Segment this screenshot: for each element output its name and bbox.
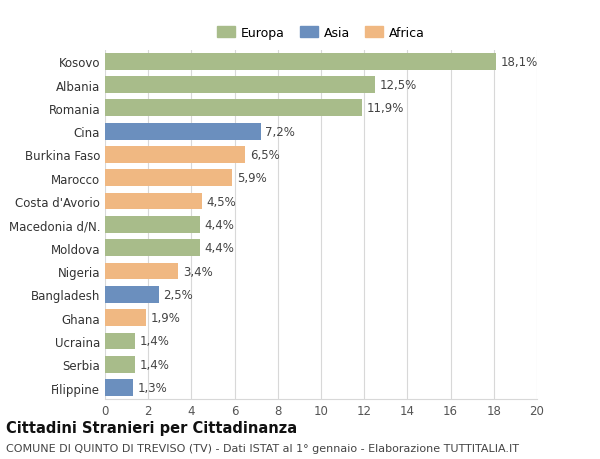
Text: 12,5%: 12,5% <box>379 79 416 92</box>
Text: 2,5%: 2,5% <box>163 288 193 301</box>
Bar <box>105 123 260 140</box>
Bar <box>105 217 200 233</box>
Text: 1,3%: 1,3% <box>137 381 167 394</box>
Bar <box>105 333 135 350</box>
Text: Cittadini Stranieri per Cittadinanza: Cittadini Stranieri per Cittadinanza <box>6 420 297 435</box>
Bar <box>105 309 146 326</box>
Bar <box>105 240 200 257</box>
Bar <box>105 77 375 94</box>
Bar <box>105 193 202 210</box>
Text: 3,4%: 3,4% <box>183 265 212 278</box>
Text: 18,1%: 18,1% <box>500 56 538 68</box>
Text: 11,9%: 11,9% <box>367 102 404 115</box>
Text: 1,9%: 1,9% <box>151 312 180 325</box>
Bar <box>105 356 135 373</box>
Bar <box>105 170 232 187</box>
Text: 7,2%: 7,2% <box>265 125 295 138</box>
Text: COMUNE DI QUINTO DI TREVISO (TV) - Dati ISTAT al 1° gennaio - Elaborazione TUTTI: COMUNE DI QUINTO DI TREVISO (TV) - Dati … <box>6 443 519 453</box>
Text: 5,9%: 5,9% <box>237 172 266 185</box>
Text: 1,4%: 1,4% <box>140 358 169 371</box>
Bar <box>105 100 362 117</box>
Bar <box>105 147 245 163</box>
Text: 1,4%: 1,4% <box>140 335 169 347</box>
Bar <box>105 263 178 280</box>
Text: 4,5%: 4,5% <box>206 195 236 208</box>
Bar <box>105 286 159 303</box>
Bar <box>105 379 133 396</box>
Bar <box>105 54 496 71</box>
Text: 4,4%: 4,4% <box>205 218 234 231</box>
Text: 4,4%: 4,4% <box>205 242 234 255</box>
Text: 6,5%: 6,5% <box>250 149 280 162</box>
Legend: Europa, Asia, Africa: Europa, Asia, Africa <box>217 27 425 40</box>
